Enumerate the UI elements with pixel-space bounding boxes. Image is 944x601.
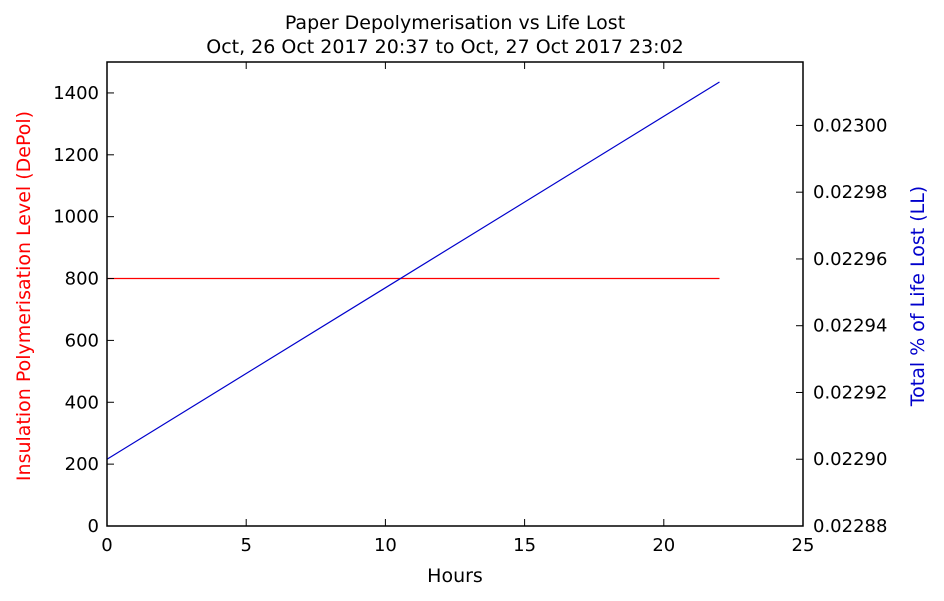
life-lost-series-line <box>106 81 720 460</box>
y-left-tick-label: 600 <box>65 330 99 351</box>
x-tick-label: 20 <box>652 535 675 556</box>
y-right-axis-label: Total % of Life Lost (LL) <box>907 186 929 407</box>
x-tick-label: 25 <box>792 535 815 556</box>
plot-frame <box>106 61 804 527</box>
y-left-axis-label: Insulation Polymerisation Level (DePol) <box>13 111 35 481</box>
y-left-tick-label: 1200 <box>53 145 99 166</box>
x-tick-label: 5 <box>240 535 251 556</box>
y-left-tick-label: 1400 <box>53 83 99 104</box>
y-left-tick-label: 800 <box>65 269 99 290</box>
chart-subtitle: Oct, 26 Oct 2017 20:37 to Oct, 27 Oct 20… <box>206 36 684 58</box>
x-tick-label: 15 <box>513 535 536 556</box>
axes: 0 5 10 15 20 25 0 200 400 600 800 1000 1200 1400 0.022… <box>53 61 887 556</box>
x-axis-label: Hours <box>427 565 483 587</box>
y-left-tick-label: 400 <box>65 392 99 413</box>
plot-area <box>106 81 720 460</box>
y-right-tick-label: 0.02290 <box>813 449 887 470</box>
y-left-tick-label: 200 <box>65 454 99 475</box>
y-right-tick-label: 0.02294 <box>813 316 887 337</box>
y-left-tick-label: 1000 <box>53 207 99 228</box>
y-right-tick-label: 0.02298 <box>813 182 887 203</box>
y-right-tick-label: 0.02288 <box>813 516 887 537</box>
y-right-tick-label: 0.02296 <box>813 249 887 270</box>
y-right-tick-label: 0.02300 <box>813 115 887 136</box>
chart-title: Paper Depolymerisation vs Life Lost <box>285 12 625 34</box>
y-right-tick-label: 0.02292 <box>813 382 887 403</box>
y-left-tick-label: 0 <box>88 516 99 537</box>
x-tick-label: 0 <box>101 535 112 556</box>
x-tick-label: 10 <box>374 535 397 556</box>
